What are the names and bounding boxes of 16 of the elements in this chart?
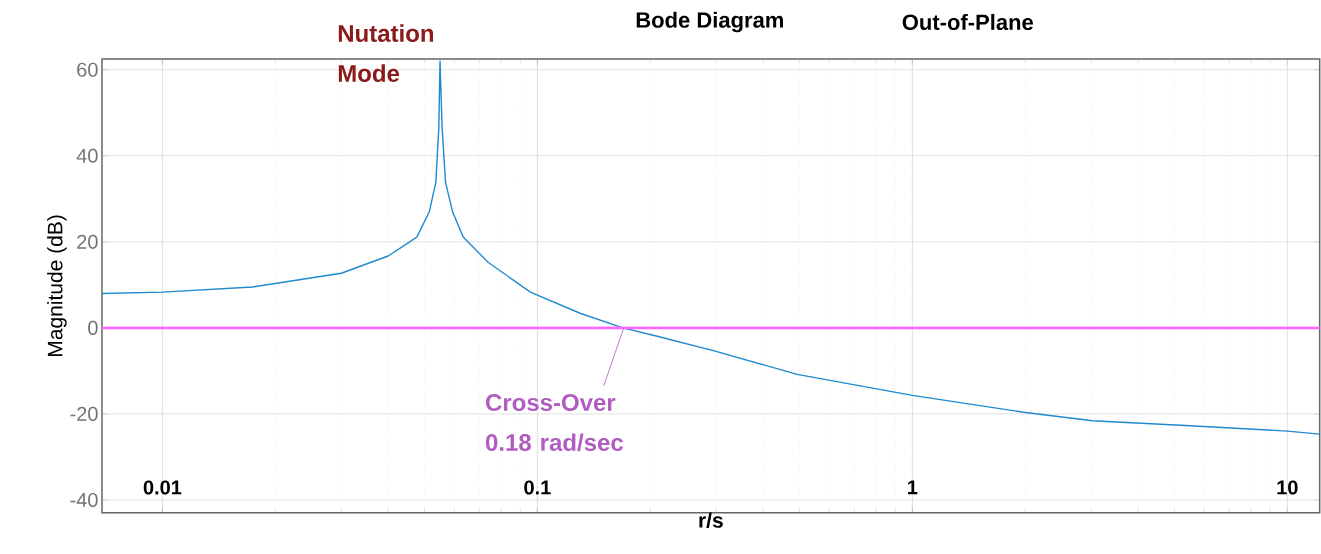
chart-subtitle: Out-of-Plane [902,13,1033,31]
x-tick-label: 0.01 [143,480,182,495]
y-tick-label: 40 [76,148,98,163]
y-tick-label: -40 [70,492,98,508]
y-tick-label: 60 [77,62,98,77]
annotation: Cross-Over 0.18 rad/sec [485,394,624,452]
x-tick-label: 10 [1277,480,1298,495]
chart-title: Bode Diagram [636,11,783,33]
x-tick-label: 0.1 [524,480,551,495]
y-tick-label: -20 [70,406,98,422]
y-axis-title: Magnitude (dB) [47,215,67,357]
y-tick-label: 20 [77,234,98,249]
annotation: Nutation Mode [338,24,434,83]
x-axis-title: r/s [699,512,723,529]
y-tick-label: 0 [88,320,98,336]
x-tick-label: 1 [908,480,918,495]
